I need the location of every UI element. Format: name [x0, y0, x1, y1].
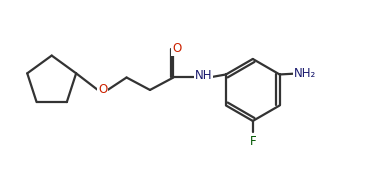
Text: NH₂: NH₂ — [294, 67, 316, 80]
Text: O: O — [172, 42, 181, 55]
Text: NH: NH — [195, 70, 212, 82]
Text: O: O — [98, 84, 107, 96]
Text: F: F — [250, 135, 256, 148]
